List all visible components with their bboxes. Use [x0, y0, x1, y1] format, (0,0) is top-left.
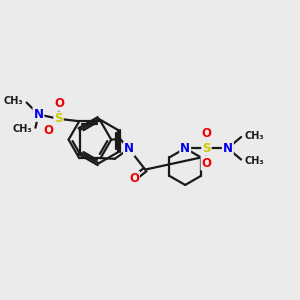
Text: CH₃: CH₃ — [12, 124, 32, 134]
Text: N: N — [33, 108, 43, 121]
Text: O: O — [54, 97, 64, 110]
Text: O: O — [202, 127, 212, 140]
Text: N: N — [124, 142, 134, 155]
Text: O: O — [202, 157, 212, 169]
Text: CH₃: CH₃ — [245, 156, 264, 166]
Text: O: O — [129, 172, 139, 185]
Text: N: N — [180, 142, 190, 155]
Text: S: S — [202, 142, 211, 155]
Text: O: O — [43, 124, 53, 136]
Text: CH₃: CH₃ — [3, 96, 23, 106]
Text: S: S — [54, 112, 63, 125]
Text: N: N — [223, 142, 233, 155]
Text: CH₃: CH₃ — [245, 130, 264, 141]
